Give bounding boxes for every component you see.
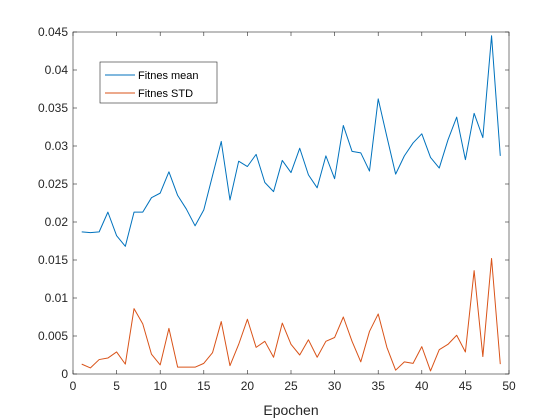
x-axis-label: Epochen xyxy=(263,402,318,418)
legend-label-fitnes-mean: Fitnes mean xyxy=(138,70,199,82)
series-line-fitnes-mean xyxy=(81,35,501,247)
y-tick-label: 0.04 xyxy=(45,63,69,77)
x-tick-label: 50 xyxy=(502,379,516,393)
y-tick-label: 0.045 xyxy=(38,25,68,39)
series-layer xyxy=(81,35,501,372)
legend: Fitnes mean Fitnes STD xyxy=(99,61,218,104)
y-tick-label: 0.02 xyxy=(45,215,69,229)
x-tick-label: 25 xyxy=(284,379,298,393)
y-tick-label: 0.03 xyxy=(45,139,69,153)
x-tick-label: 10 xyxy=(154,379,168,393)
x-tick-label: 40 xyxy=(415,379,429,393)
x-tick-label: 45 xyxy=(459,379,473,393)
y-tick-label: 0.01 xyxy=(45,291,69,305)
x-axis-ticks: 0 5 10 15 20 25 30 35 40 45 50 xyxy=(70,32,516,393)
x-tick-label: 15 xyxy=(197,379,211,393)
legend-label-fitnes-std: Fitnes STD xyxy=(138,88,193,100)
x-tick-label: 30 xyxy=(328,379,342,393)
series-line-fitnes-std xyxy=(81,257,501,372)
x-tick-label: 20 xyxy=(241,379,255,393)
legend-box xyxy=(99,61,218,104)
y-tick-label: 0.005 xyxy=(38,329,68,343)
y-tick-label: 0 xyxy=(61,367,68,381)
y-tick-label: 0.015 xyxy=(38,253,68,267)
y-tick-label: 0.025 xyxy=(38,177,68,191)
x-tick-label: 5 xyxy=(113,379,120,393)
x-tick-label: 0 xyxy=(70,379,77,393)
y-tick-label: 0.035 xyxy=(38,101,68,115)
y-axis-ticks: 0 0.005 0.01 0.015 0.02 0.025 0.03 0.035 0.04 0.0… xyxy=(38,25,509,381)
plot-frame xyxy=(72,31,510,375)
x-tick-label: 35 xyxy=(372,379,386,393)
